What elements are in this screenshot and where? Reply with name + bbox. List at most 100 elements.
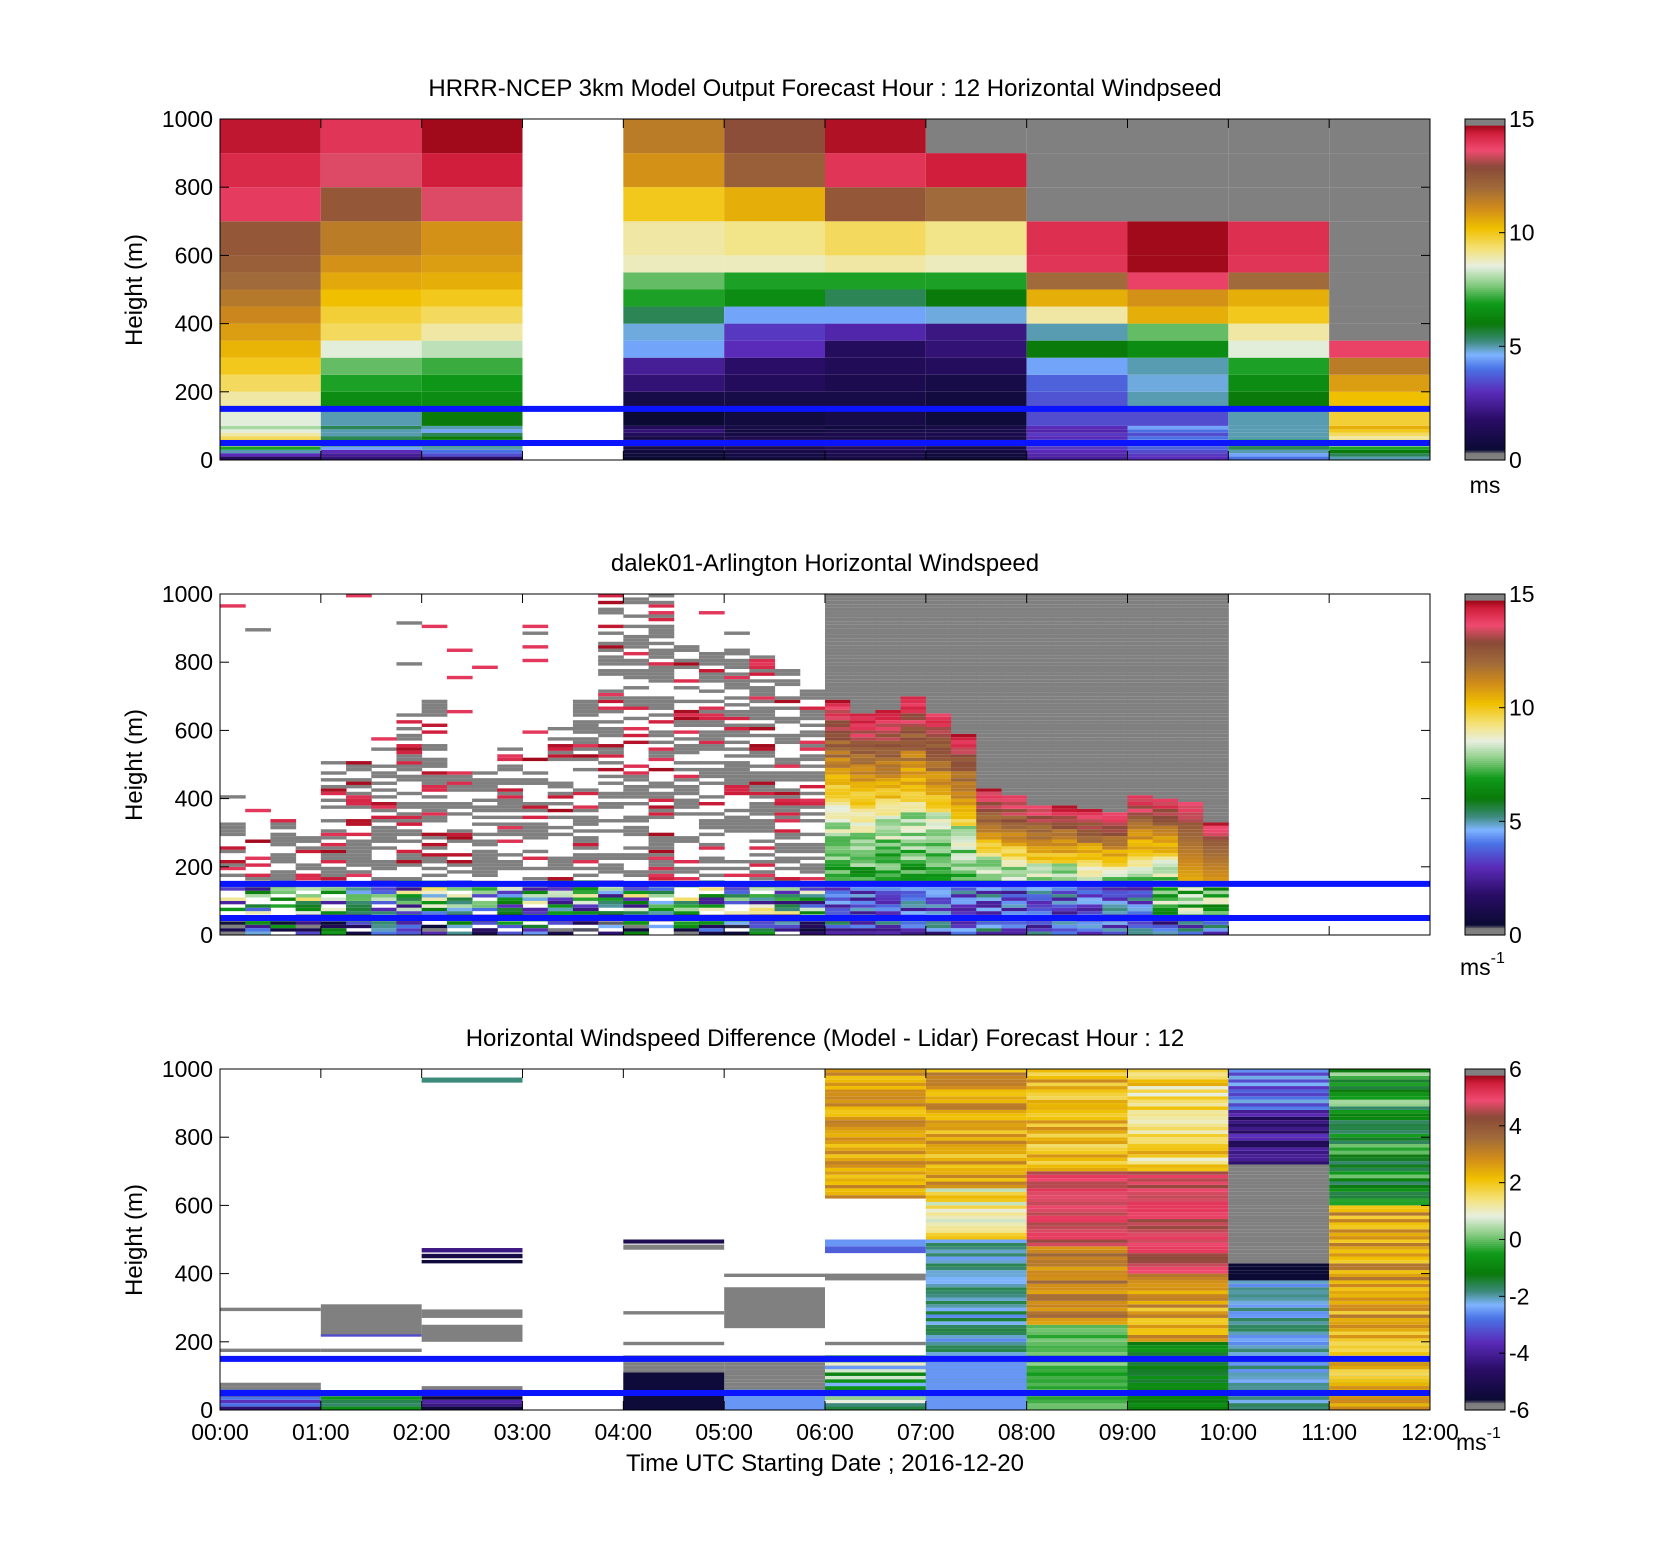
heatmap-cell bbox=[1026, 272, 1128, 290]
heatmap-cell bbox=[1127, 675, 1154, 680]
colorbar-band bbox=[1465, 1225, 1505, 1229]
heatmap-cell bbox=[1127, 1253, 1229, 1257]
heatmap-cell bbox=[1329, 255, 1430, 273]
heatmap-cell bbox=[724, 733, 750, 738]
heatmap-cell bbox=[1152, 686, 1179, 690]
heatmap-cell bbox=[1127, 1236, 1229, 1240]
heatmap-cell bbox=[875, 597, 902, 601]
colorbar-band bbox=[1465, 1251, 1505, 1255]
heatmap-cell bbox=[1001, 733, 1028, 738]
heatmap-cell bbox=[1077, 723, 1103, 727]
heatmap-cell bbox=[1127, 1263, 1229, 1267]
heatmap-cell bbox=[1051, 812, 1078, 816]
colorbar-band bbox=[1465, 606, 1505, 609]
heatmap-cell bbox=[850, 737, 876, 741]
heatmap-cell bbox=[825, 607, 851, 612]
heatmap-cell bbox=[875, 890, 902, 895]
heatmap-cell bbox=[925, 449, 1027, 454]
heatmap-cell bbox=[1077, 795, 1103, 799]
heatmap-cell bbox=[673, 709, 700, 714]
heatmap-cell bbox=[1102, 897, 1128, 901]
heatmap-cell bbox=[1329, 1225, 1430, 1230]
heatmap-cell bbox=[925, 784, 952, 789]
heatmap-cell bbox=[220, 391, 321, 409]
heatmap-cell bbox=[598, 611, 624, 615]
heatmap-cell bbox=[1026, 638, 1053, 642]
colorbar-band bbox=[1465, 395, 1505, 399]
heatmap-cell bbox=[421, 900, 448, 905]
heatmap-cell bbox=[749, 764, 776, 768]
heatmap-cell bbox=[1051, 662, 1078, 666]
heatmap-cell bbox=[925, 1277, 1027, 1281]
heatmap-cell bbox=[446, 675, 473, 680]
heatmap-cell bbox=[1026, 679, 1053, 683]
heatmap-cell bbox=[1228, 119, 1330, 154]
colorbar-band bbox=[1465, 153, 1505, 156]
heatmap-cell bbox=[925, 1082, 1027, 1087]
heatmap-cell bbox=[1177, 778, 1204, 782]
y-tick-label: 1000 bbox=[162, 581, 213, 607]
colorbar-band bbox=[1465, 139, 1505, 142]
heatmap-cell bbox=[547, 900, 574, 905]
colorbar-band bbox=[1465, 910, 1505, 914]
colorbar-band bbox=[1465, 1115, 1505, 1118]
heatmap-cell bbox=[1203, 723, 1229, 727]
heatmap-cell bbox=[925, 1113, 1027, 1117]
heatmap-cell bbox=[976, 617, 1002, 622]
heatmap-cell bbox=[1026, 1208, 1128, 1213]
heatmap-cell bbox=[220, 289, 321, 307]
heatmap-cell bbox=[925, 446, 1027, 450]
heatmap-cell bbox=[1001, 648, 1028, 652]
heatmap-cell bbox=[1127, 699, 1154, 704]
heatmap-cell bbox=[1127, 456, 1229, 460]
heatmap-cell bbox=[698, 846, 725, 850]
heatmap-cell bbox=[698, 842, 725, 847]
heatmap-cell bbox=[1026, 1205, 1128, 1209]
colorbar-band bbox=[1465, 686, 1505, 689]
heatmap-cell bbox=[1329, 1290, 1430, 1295]
heatmap-cell bbox=[1026, 1167, 1128, 1172]
heatmap-cell bbox=[623, 774, 650, 779]
heatmap-cell bbox=[850, 621, 876, 625]
heatmap-cell bbox=[220, 604, 246, 608]
heatmap-cell bbox=[875, 723, 902, 727]
colorbar-band bbox=[1465, 596, 1505, 599]
heatmap-cell bbox=[1127, 1130, 1229, 1134]
heatmap-cell bbox=[295, 907, 322, 912]
heatmap-cell bbox=[1051, 689, 1078, 693]
heatmap-cell bbox=[346, 805, 372, 809]
panel-title: HRRR-NCEP 3km Model Output Forecast Hour… bbox=[428, 75, 1221, 102]
heatmap-cell bbox=[1329, 374, 1430, 392]
colorbar-band bbox=[1465, 1093, 1505, 1096]
heatmap-cell bbox=[220, 340, 321, 358]
colorbar-band bbox=[1465, 714, 1505, 717]
heatmap-cell bbox=[1127, 641, 1154, 646]
heatmap-cell bbox=[421, 723, 448, 727]
colorbar-band bbox=[1465, 297, 1505, 301]
heatmap-cell bbox=[900, 733, 927, 738]
heatmap-cell bbox=[421, 306, 523, 324]
colorbar-band bbox=[1465, 1195, 1505, 1198]
y-tick-label: 800 bbox=[175, 649, 213, 675]
heatmap-cell bbox=[421, 795, 448, 799]
colorbar-band bbox=[1465, 780, 1505, 784]
heatmap-cell bbox=[1026, 699, 1053, 704]
heatmap-cell bbox=[925, 737, 952, 741]
heatmap-cell bbox=[1228, 1277, 1330, 1281]
heatmap-cell bbox=[976, 679, 1002, 683]
heatmap-cell bbox=[598, 931, 624, 935]
heatmap-cell bbox=[497, 825, 523, 830]
heatmap-cell bbox=[245, 856, 271, 860]
heatmap-cell bbox=[1177, 812, 1204, 816]
heatmap-cell bbox=[1177, 669, 1204, 673]
heatmap-cell bbox=[825, 1184, 926, 1189]
heatmap-cell bbox=[825, 1123, 926, 1127]
heatmap-cell bbox=[825, 675, 851, 680]
heatmap-cell bbox=[1152, 866, 1179, 871]
heatmap-cell bbox=[875, 761, 902, 765]
heatmap-cell bbox=[245, 877, 271, 881]
heatmap-cell bbox=[1177, 662, 1204, 666]
heatmap-cell bbox=[1127, 1133, 1229, 1138]
heatmap-cell bbox=[850, 699, 876, 704]
heatmap-cell bbox=[1077, 836, 1103, 840]
